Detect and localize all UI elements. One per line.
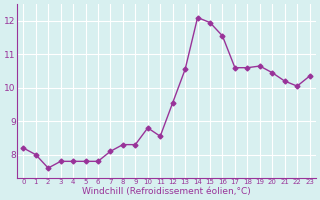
X-axis label: Windchill (Refroidissement éolien,°C): Windchill (Refroidissement éolien,°C) [82,187,251,196]
